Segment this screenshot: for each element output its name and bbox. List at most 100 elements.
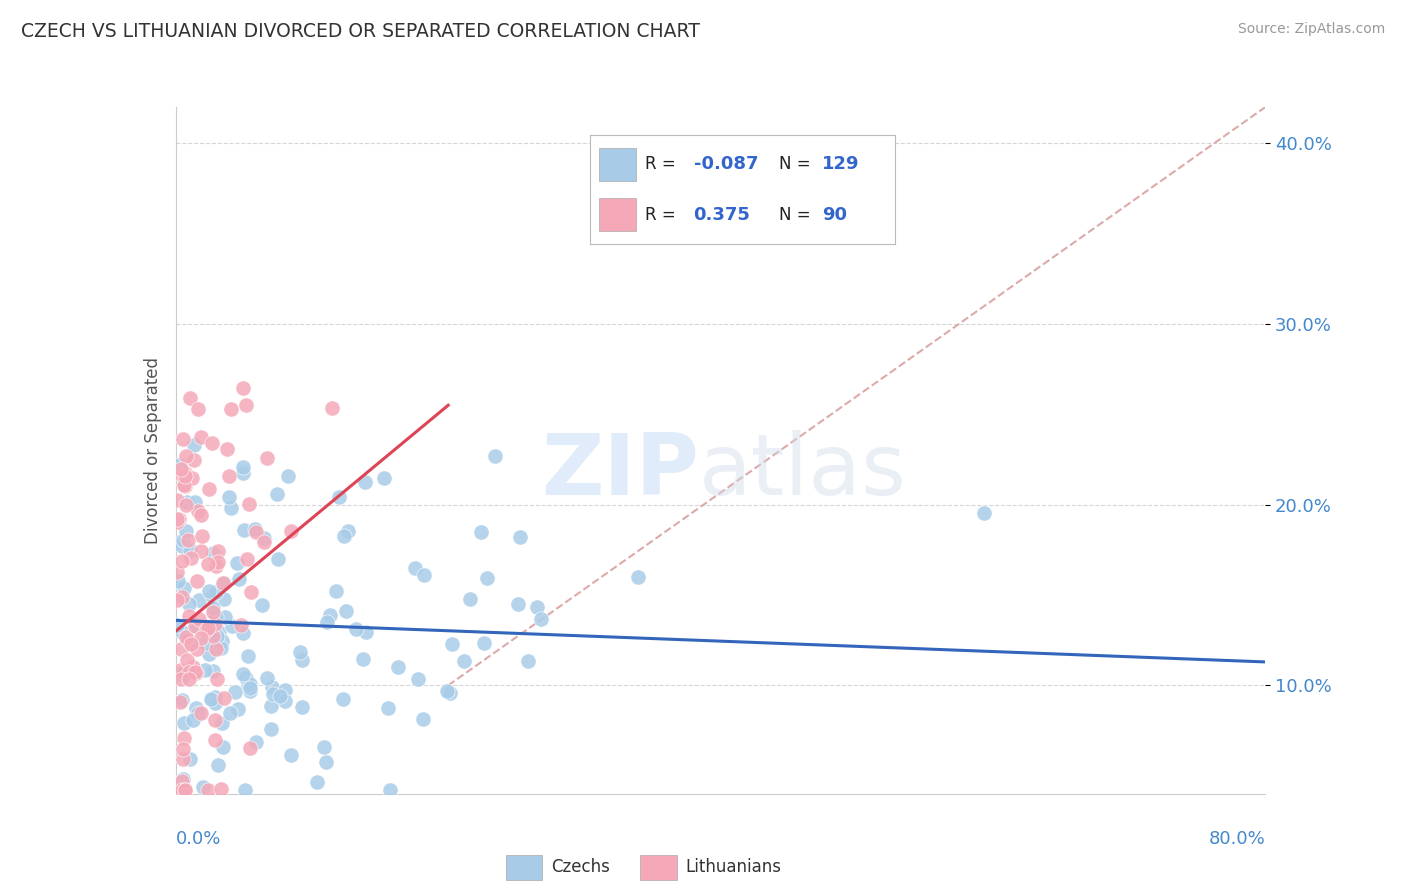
Point — [170, 539, 193, 553]
Point — [266, 487, 288, 501]
Point — [187, 706, 209, 720]
Point — [173, 466, 195, 480]
Point — [190, 430, 212, 444]
Point — [232, 460, 254, 475]
Point — [166, 516, 188, 530]
Text: 0.0%: 0.0% — [176, 830, 221, 848]
Point — [167, 458, 190, 472]
Point — [319, 607, 342, 622]
Point — [205, 584, 228, 599]
Point — [219, 401, 242, 416]
Point — [325, 584, 347, 599]
Point — [269, 689, 291, 703]
Point — [204, 697, 226, 711]
Point — [412, 568, 434, 582]
Text: 90: 90 — [821, 206, 846, 224]
Point — [207, 543, 229, 558]
Point — [260, 699, 283, 714]
Point — [207, 629, 229, 643]
Point — [205, 642, 228, 657]
Point — [273, 682, 295, 697]
Point — [209, 782, 232, 797]
Point — [181, 637, 204, 651]
Point — [484, 450, 506, 464]
Point — [177, 633, 200, 648]
Point — [188, 593, 211, 607]
Point — [180, 550, 202, 565]
Point — [212, 691, 235, 706]
Point — [274, 694, 297, 708]
Point — [169, 696, 191, 710]
Point — [262, 687, 284, 701]
Point — [191, 529, 214, 543]
Point — [198, 483, 221, 497]
Point — [184, 495, 207, 509]
Point — [529, 612, 551, 626]
Point — [239, 681, 262, 695]
Point — [187, 503, 209, 517]
Point — [373, 471, 395, 485]
Point — [177, 598, 200, 612]
Point — [228, 702, 250, 716]
Point — [408, 673, 430, 687]
Point — [232, 626, 254, 640]
Point — [332, 692, 354, 706]
Point — [172, 533, 194, 547]
Point — [221, 618, 243, 632]
Point — [235, 551, 257, 566]
Point — [179, 665, 201, 679]
Point — [245, 524, 267, 539]
Point — [260, 722, 283, 736]
Point — [173, 582, 195, 596]
Point — [354, 625, 377, 640]
Point — [172, 433, 194, 447]
Point — [186, 642, 208, 657]
Point — [172, 752, 194, 766]
Point — [291, 699, 314, 714]
Point — [172, 741, 194, 756]
Point — [170, 774, 193, 789]
Point — [198, 648, 221, 662]
Text: CZECH VS LITHUANIAN DIVORCED OR SEPARATED CORRELATION CHART: CZECH VS LITHUANIAN DIVORCED OR SEPARATE… — [21, 22, 700, 41]
Point — [166, 618, 188, 632]
Point — [201, 546, 224, 560]
Point — [187, 402, 209, 417]
Text: N =: N = — [779, 155, 811, 173]
Point — [183, 665, 205, 679]
Point — [197, 558, 219, 572]
Point — [214, 591, 236, 606]
Point — [193, 780, 215, 795]
Point — [166, 493, 188, 508]
Point — [173, 468, 195, 483]
Text: -0.087: -0.087 — [693, 155, 758, 173]
Point — [235, 398, 257, 412]
Point — [267, 551, 290, 566]
Point — [204, 733, 226, 747]
Point — [280, 524, 302, 538]
Point — [973, 506, 995, 520]
Text: R =: R = — [645, 206, 675, 224]
Point — [195, 623, 218, 637]
Point — [184, 701, 207, 715]
Text: ZIP: ZIP — [541, 430, 699, 513]
Point — [173, 731, 195, 745]
Point — [472, 636, 495, 650]
Point — [187, 612, 209, 626]
Point — [190, 544, 212, 558]
Point — [256, 671, 278, 685]
Text: Source: ZipAtlas.com: Source: ZipAtlas.com — [1237, 22, 1385, 37]
Point — [475, 571, 498, 585]
Point — [201, 605, 224, 619]
Point — [177, 608, 200, 623]
Point — [336, 524, 359, 538]
Point — [197, 583, 219, 598]
Point — [204, 610, 226, 624]
Point — [173, 716, 195, 731]
Point — [190, 631, 212, 645]
Point — [290, 645, 312, 659]
Point — [209, 641, 232, 656]
Point — [354, 475, 377, 490]
Point — [214, 610, 236, 624]
Point — [172, 665, 194, 680]
Point — [219, 706, 242, 720]
